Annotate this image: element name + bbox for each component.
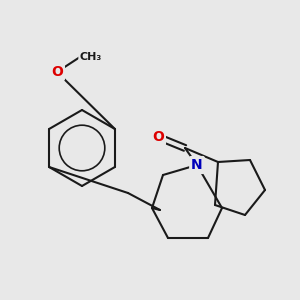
Text: O: O [152, 130, 164, 144]
Text: N: N [191, 158, 203, 172]
Text: CH₃: CH₃ [80, 52, 102, 62]
Text: O: O [51, 65, 63, 79]
